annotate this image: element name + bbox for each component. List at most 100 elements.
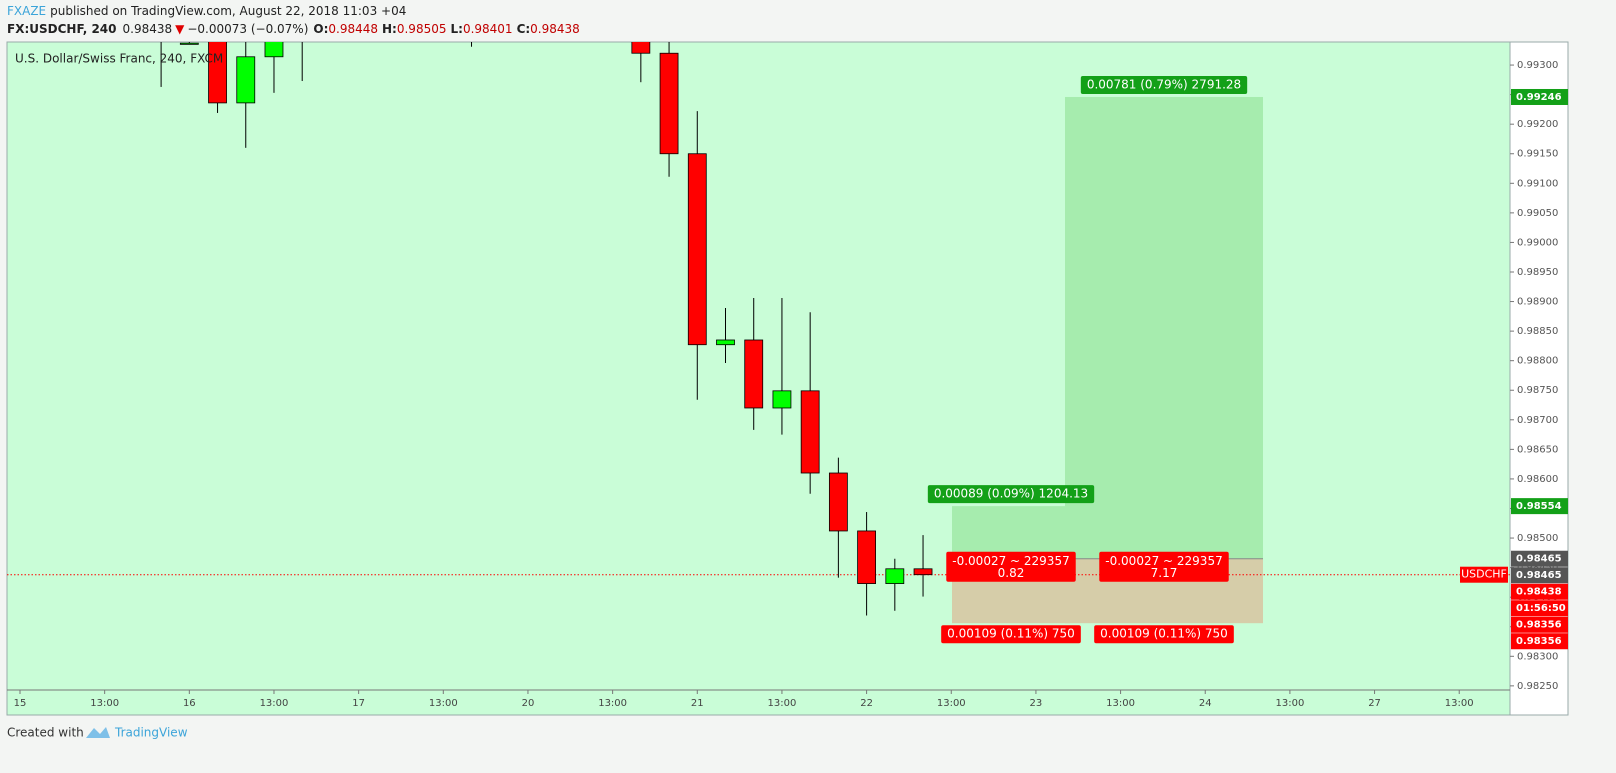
y-tick-label: 0.99200 <box>1517 119 1558 130</box>
candle-body <box>716 339 735 346</box>
symbol-tag-box <box>1460 566 1508 583</box>
stop-label-box <box>1094 625 1234 644</box>
last-price: 0.98438 <box>123 22 173 36</box>
x-tick-label: 13:00 <box>260 698 289 709</box>
status-label: -0.00027 ~ 229357 <box>1105 554 1222 568</box>
price-marker-label: 0.98438 <box>1516 587 1562 598</box>
status-box <box>1099 551 1229 582</box>
candle-body <box>885 568 905 584</box>
price-marker-label: 0.98465 <box>1516 554 1562 565</box>
candle-body <box>179 42 199 45</box>
x-tick-label: 20 <box>522 698 535 709</box>
ohlc-value: 0.98438 <box>530 22 580 36</box>
footer-created: Created with <box>7 726 84 740</box>
y-tick-label: 0.98700 <box>1517 415 1558 426</box>
x-tick-label: 23 <box>1030 698 1043 709</box>
ohlc-key: H: <box>382 22 397 36</box>
stop-label: 0.00109 (0.11%) 750 <box>947 627 1075 641</box>
overlay: 0.00089 (0.09%) 1204.13 -0.00027 ~ 229357… <box>927 75 1508 644</box>
y-tick-label: 0.98900 <box>1517 297 1558 308</box>
x-tick-label: 13:00 <box>429 698 458 709</box>
published: published on TradingView.com, August 22,… <box>50 4 406 18</box>
target-zone <box>1065 96 1263 559</box>
price-marker <box>1511 550 1568 567</box>
y-tick-label: 0.99100 <box>1517 178 1558 189</box>
change: −0.00073 (−0.07%) <box>187 22 308 36</box>
candle-body <box>800 390 820 474</box>
x-tick-label: 16 <box>183 698 196 709</box>
y-tick-label: 0.99050 <box>1517 208 1558 219</box>
price-marker <box>1511 600 1568 617</box>
target-label-box <box>1080 75 1248 94</box>
price-marker-label: 0.98554 <box>1516 501 1562 512</box>
ratio-label: 0.82 <box>998 566 1025 580</box>
target-label: 0.00781 (0.79%) 2791.28 <box>1087 77 1241 91</box>
tradingview-logo[interactable] <box>86 727 110 738</box>
candle-body <box>687 153 707 346</box>
ohlc-key: L: <box>450 22 462 36</box>
ratio-label: 7.17 <box>1151 566 1178 580</box>
target-label-box <box>927 485 1095 504</box>
ohlc-value: 0.98505 <box>397 22 447 36</box>
x-tick-label: 13:00 <box>768 698 797 709</box>
stop-label: 0.00109 (0.11%) 750 <box>1100 627 1228 641</box>
y-tick-label: 0.99150 <box>1517 149 1558 160</box>
x-tick-label: 13:00 <box>1275 698 1304 709</box>
ohlc-value: 0.98401 <box>463 22 513 36</box>
x-tick-label: 22 <box>860 698 873 709</box>
y-tick-label: 0.98800 <box>1517 356 1558 367</box>
ohlc-key: O: <box>313 22 328 36</box>
price-marker <box>1511 616 1568 633</box>
candle-body <box>264 42 284 58</box>
footer-brand[interactable]: TradingView <box>114 726 188 740</box>
price-marker-label: 0.98465 <box>1516 570 1562 581</box>
x-tick-label: 13:00 <box>90 698 119 709</box>
x-tick-label: 13:00 <box>1445 698 1474 709</box>
candle-body <box>828 472 848 532</box>
y-tick-label: 0.98300 <box>1517 651 1558 662</box>
x-tick-label: 17 <box>352 698 365 709</box>
price-marker <box>1511 583 1568 600</box>
x-tick-label: 13:00 <box>1106 698 1135 709</box>
author[interactable]: FXAZE <box>7 4 46 18</box>
y-tick-label: 0.98950 <box>1517 267 1558 278</box>
price-marker-label: 0.99246 <box>1516 92 1562 103</box>
x-tick-label: 13:00 <box>598 698 627 709</box>
y-tick-label: 0.98650 <box>1517 444 1558 455</box>
candle-body <box>744 339 764 409</box>
chart-title: U.S. Dollar/Swiss Franc, 240, FXCM <box>15 52 223 66</box>
status-box <box>946 551 1076 582</box>
ohlc-value: 0.98448 <box>328 22 378 36</box>
symbol: FX:USDCHF, 240 <box>7 22 117 36</box>
header-line-2: FX:USDCHF, 240 0.98438 ▼ −0.00073 (−0.07%) O… <box>7 22 580 36</box>
price-marker-label: 0.98356 <box>1516 620 1562 631</box>
price-marker <box>1511 567 1568 584</box>
x-tick-label: 21 <box>691 698 704 709</box>
header-line-1: FXAZE published on TradingView.com, Augus… <box>7 4 406 18</box>
candle-body <box>857 530 876 584</box>
ohlc-key: C: <box>517 22 531 36</box>
y-tick-label: 0.99300 <box>1517 60 1558 71</box>
price-marker <box>1511 498 1568 515</box>
y-tick-label: 0.98850 <box>1517 326 1558 337</box>
candle-body <box>631 42 651 54</box>
y-tick-label: 0.98250 <box>1517 681 1558 692</box>
target-zone <box>952 506 1070 559</box>
x-tick-label: 27 <box>1368 698 1381 709</box>
candle-body <box>208 42 227 104</box>
arrow: ▼ <box>175 22 185 36</box>
candle-body <box>913 568 933 576</box>
x-tick-label: 15 <box>14 698 27 709</box>
stop-label-box <box>941 625 1081 644</box>
y-tick-label: 0.98750 <box>1517 385 1558 396</box>
y-tick-label: 0.98600 <box>1517 474 1558 485</box>
candle-body <box>236 56 256 104</box>
candle-body <box>659 52 679 155</box>
y-tick-label: 0.99000 <box>1517 237 1558 248</box>
x-tick-label: 13:00 <box>937 698 966 709</box>
price-marker-label: 0.98356 <box>1516 636 1562 647</box>
plot <box>7 42 1510 624</box>
status-label: -0.00027 ~ 229357 <box>952 554 1069 568</box>
